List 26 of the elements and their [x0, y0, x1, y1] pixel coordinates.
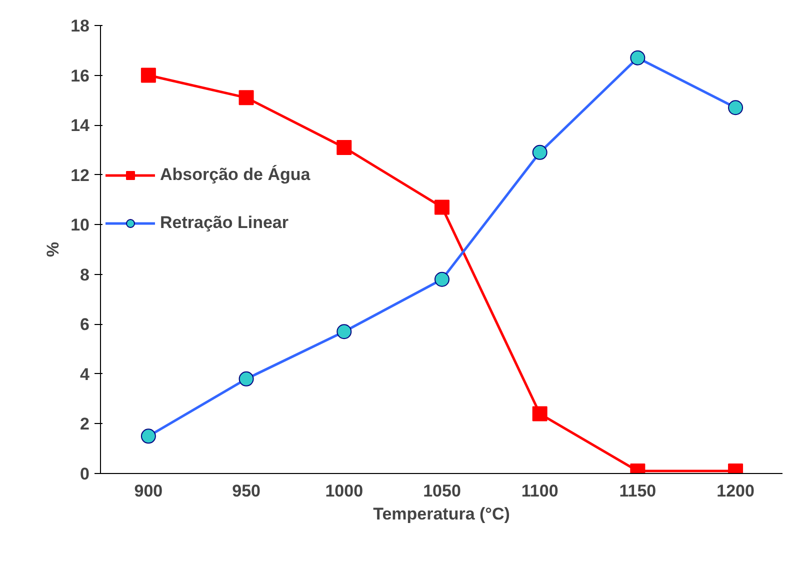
y-tick-label: 0 [80, 464, 90, 484]
y-tick-label: 2 [80, 414, 90, 434]
y-tick-label: 6 [80, 315, 90, 334]
x-tick-label: 1050 [423, 482, 461, 500]
point [140, 68, 156, 83]
x-tick-label: 1100 [521, 482, 558, 500]
y-axis-title: % [44, 242, 63, 258]
point [434, 200, 450, 215]
y-tick-label: 10 [70, 216, 90, 235]
legend-label: Absorção de Água [160, 165, 310, 185]
x-tick-label: 950 [232, 482, 260, 500]
legend-label: Retração Linear [160, 213, 288, 233]
y-tick-label: 4 [80, 364, 90, 384]
x-tick-label: 1150 [619, 482, 656, 500]
y-tick-label: 12 [70, 166, 90, 185]
y-tick-label: 18 [70, 16, 90, 36]
x-tick-label: 1200 [716, 482, 754, 500]
point [532, 406, 548, 422]
y-tick-label: 16 [70, 66, 90, 86]
x-axis-title: Temperatura (°C) [373, 504, 510, 524]
y-tick-label: 8 [80, 265, 90, 284]
y-tick-label: 14 [70, 116, 90, 136]
point [336, 140, 352, 155]
x-tick-label: 1000 [325, 482, 364, 500]
point [238, 90, 254, 106]
x-tick-label: 900 [134, 482, 163, 500]
